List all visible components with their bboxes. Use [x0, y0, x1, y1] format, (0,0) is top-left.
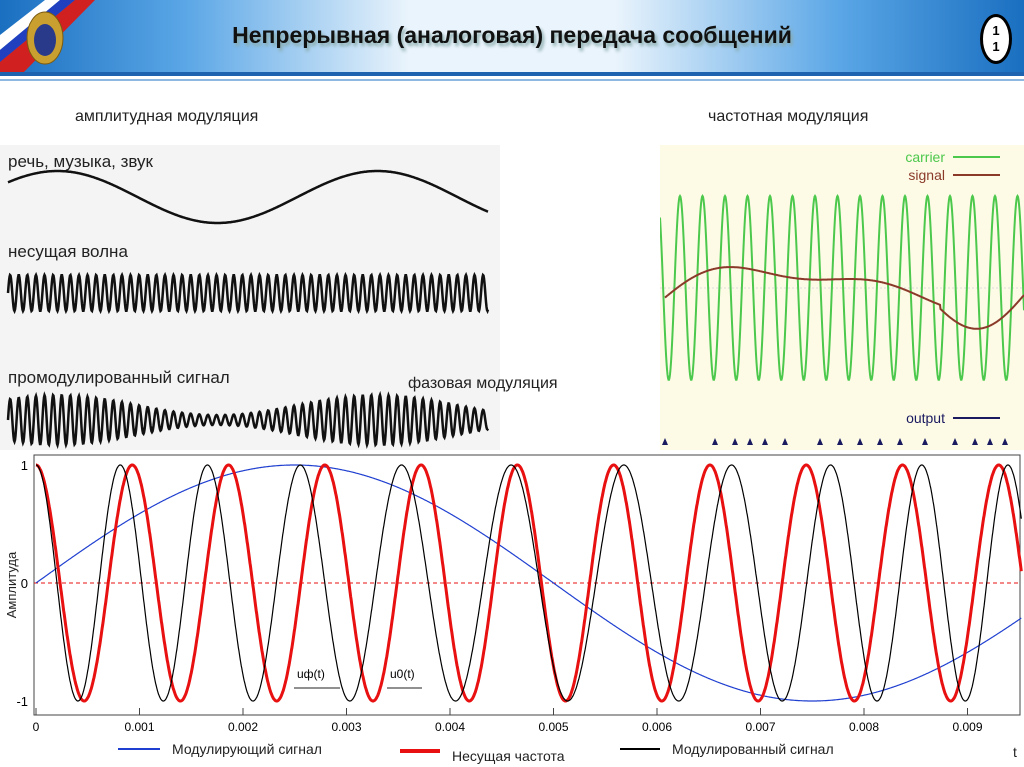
legend: Модулирующий сигнал Несущая частота Моду… — [118, 741, 834, 764]
x-tick-label: 0 — [33, 720, 40, 734]
output-pulse — [762, 438, 768, 445]
y-tick-label: 0 — [21, 576, 28, 591]
legend-modulated: Модулированный сигнал — [672, 741, 834, 757]
output-pulse — [712, 438, 718, 445]
y-tick-label: -1 — [16, 694, 28, 709]
x-tick-label: 0.001 — [124, 720, 154, 734]
x-tick-label: 0.009 — [952, 720, 982, 734]
x-tick-label: 0.003 — [331, 720, 361, 734]
output-pulse — [877, 438, 883, 445]
annotation-uphi: uф(t) — [297, 667, 325, 681]
fm-diagram: carrier signal output — [660, 145, 1024, 450]
am-carrier-label: несущая волна — [8, 242, 128, 261]
output-pulse — [922, 438, 928, 445]
x-axis-label: t — [1013, 744, 1017, 760]
x-tick-label: 0.006 — [642, 720, 672, 734]
page-title: Непрерывная (аналоговая) передача сообще… — [232, 22, 792, 48]
pm-chart: Амплитуда 1 0 -1 0 0.001 0.002 0.003 0.004 0.005… — [0, 450, 1024, 767]
modulated-wave — [6, 390, 490, 450]
legend-modulating: Модулирующий сигнал — [172, 741, 322, 757]
output-pulse — [857, 438, 863, 445]
series-modulated-signal — [35, 464, 1022, 702]
legend-signal: signal — [908, 167, 945, 183]
output-pulse — [837, 438, 843, 445]
am-message-label: речь, музыка, звук — [8, 152, 154, 171]
output-pulse — [732, 438, 738, 445]
output-pulse — [662, 438, 668, 445]
message-wave — [7, 169, 489, 225]
output-pulse — [1002, 438, 1008, 445]
slide-header: Непрерывная (аналоговая) передача сообще… — [0, 0, 1024, 76]
output-pulse — [782, 438, 788, 445]
y-axis-label: Амплитуда — [4, 551, 19, 618]
legend-carrier: Несущая частота — [452, 748, 565, 764]
fm-carrier-wave — [660, 193, 1024, 381]
divider — [0, 79, 1024, 81]
legend-output: output — [906, 410, 945, 426]
am-diagram: речь, музыка, звук несущая волна промоду… — [0, 145, 500, 450]
x-tick-label: 0.008 — [849, 720, 879, 734]
fm-output-pulses — [662, 438, 1008, 445]
output-pulse — [952, 438, 958, 445]
x-tick-label: 0.002 — [228, 720, 258, 734]
output-pulse — [747, 438, 753, 445]
output-pulse — [817, 438, 823, 445]
fm-label: частотная модуляция — [708, 108, 869, 125]
legend-carrier: carrier — [905, 149, 945, 165]
series-carrier — [35, 463, 1023, 703]
pm-label: фазовая модуляция — [408, 375, 558, 392]
am-modulated-label: промодулированный сигнал — [8, 368, 230, 387]
x-tick-label: 0.007 — [745, 720, 775, 734]
fm-signal-wave — [664, 266, 1024, 330]
carrier-wave — [6, 271, 490, 315]
x-tick-label: 0.005 — [538, 720, 568, 734]
output-pulse — [897, 438, 903, 445]
output-pulse — [987, 438, 993, 445]
am-label: амплитудная модуляция — [75, 108, 259, 125]
x-tick-label: 0.004 — [435, 720, 465, 734]
emblem-icon — [0, 0, 95, 76]
y-tick-label: 1 — [21, 458, 28, 473]
output-pulse — [972, 438, 978, 445]
annotation-u0: u0(t) — [390, 667, 415, 681]
